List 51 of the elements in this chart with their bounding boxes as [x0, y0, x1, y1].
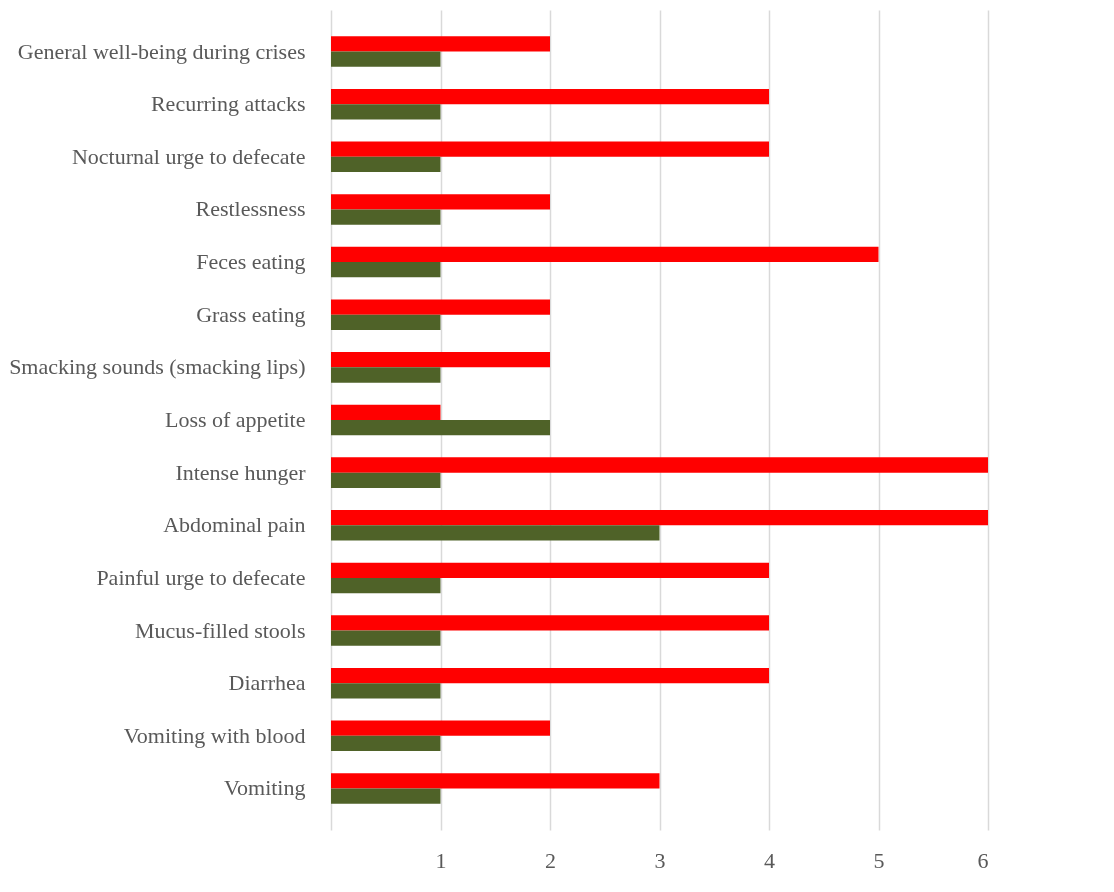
- bar: [331, 194, 550, 210]
- bar: [331, 735, 441, 752]
- y-tick-label: Nocturnal urge to defecate: [71, 143, 306, 169]
- bar: [331, 420, 550, 436]
- bar: [331, 314, 441, 330]
- x-tick-label: 5: [873, 847, 885, 873]
- bar: [331, 299, 550, 315]
- bar: [331, 788, 441, 804]
- y-tick-label: Recurring attacks: [150, 91, 306, 117]
- bar: [331, 36, 550, 52]
- bar: [331, 615, 769, 631]
- y-tick-label: Abdominal pain: [163, 512, 306, 538]
- bar: [331, 472, 441, 488]
- y-tick-label: Mucus-filled stools: [135, 617, 306, 643]
- bar: [331, 352, 550, 368]
- bar: [331, 577, 441, 594]
- bar: [331, 104, 441, 120]
- bar: [331, 246, 879, 263]
- y-tick-label: Grass eating: [196, 301, 306, 327]
- bar: [331, 773, 660, 789]
- bar: [331, 141, 769, 157]
- y-tick-label: Diarrhea: [228, 670, 306, 696]
- bar: [331, 88, 769, 105]
- bar: [331, 51, 441, 67]
- bar: [331, 457, 988, 473]
- bar: [331, 209, 441, 225]
- y-tick-label: Painful urge to defecate: [96, 564, 306, 590]
- bar: [331, 510, 988, 526]
- y-tick-label: Feces eating: [196, 249, 306, 275]
- bar: [331, 525, 660, 541]
- x-tick-label: 6: [977, 847, 989, 873]
- x-tick-label: 2: [545, 847, 556, 873]
- y-tick-label: Vomiting: [223, 775, 306, 801]
- x-tick-label: 1: [435, 847, 447, 873]
- bar: [331, 720, 550, 736]
- bar: [331, 667, 769, 684]
- bar: [331, 262, 441, 278]
- y-tick-label: Vomiting with blood: [123, 722, 306, 748]
- bar: [331, 630, 441, 646]
- y-tick-label: Intense hunger: [175, 459, 307, 485]
- y-tick-label: Restlessness: [195, 196, 306, 222]
- bar: [331, 367, 441, 383]
- bar: [331, 156, 441, 173]
- bar: [331, 404, 441, 420]
- y-tick-label: Smacking sounds (smacking lips): [9, 354, 306, 380]
- bar: [331, 562, 769, 578]
- x-tick-label: 3: [654, 847, 666, 873]
- y-tick-label: General well-being during crises: [17, 38, 306, 64]
- y-tick-label: Loss of appetite: [164, 407, 306, 432]
- bar: [331, 683, 441, 699]
- x-tick-label: 4: [764, 847, 775, 873]
